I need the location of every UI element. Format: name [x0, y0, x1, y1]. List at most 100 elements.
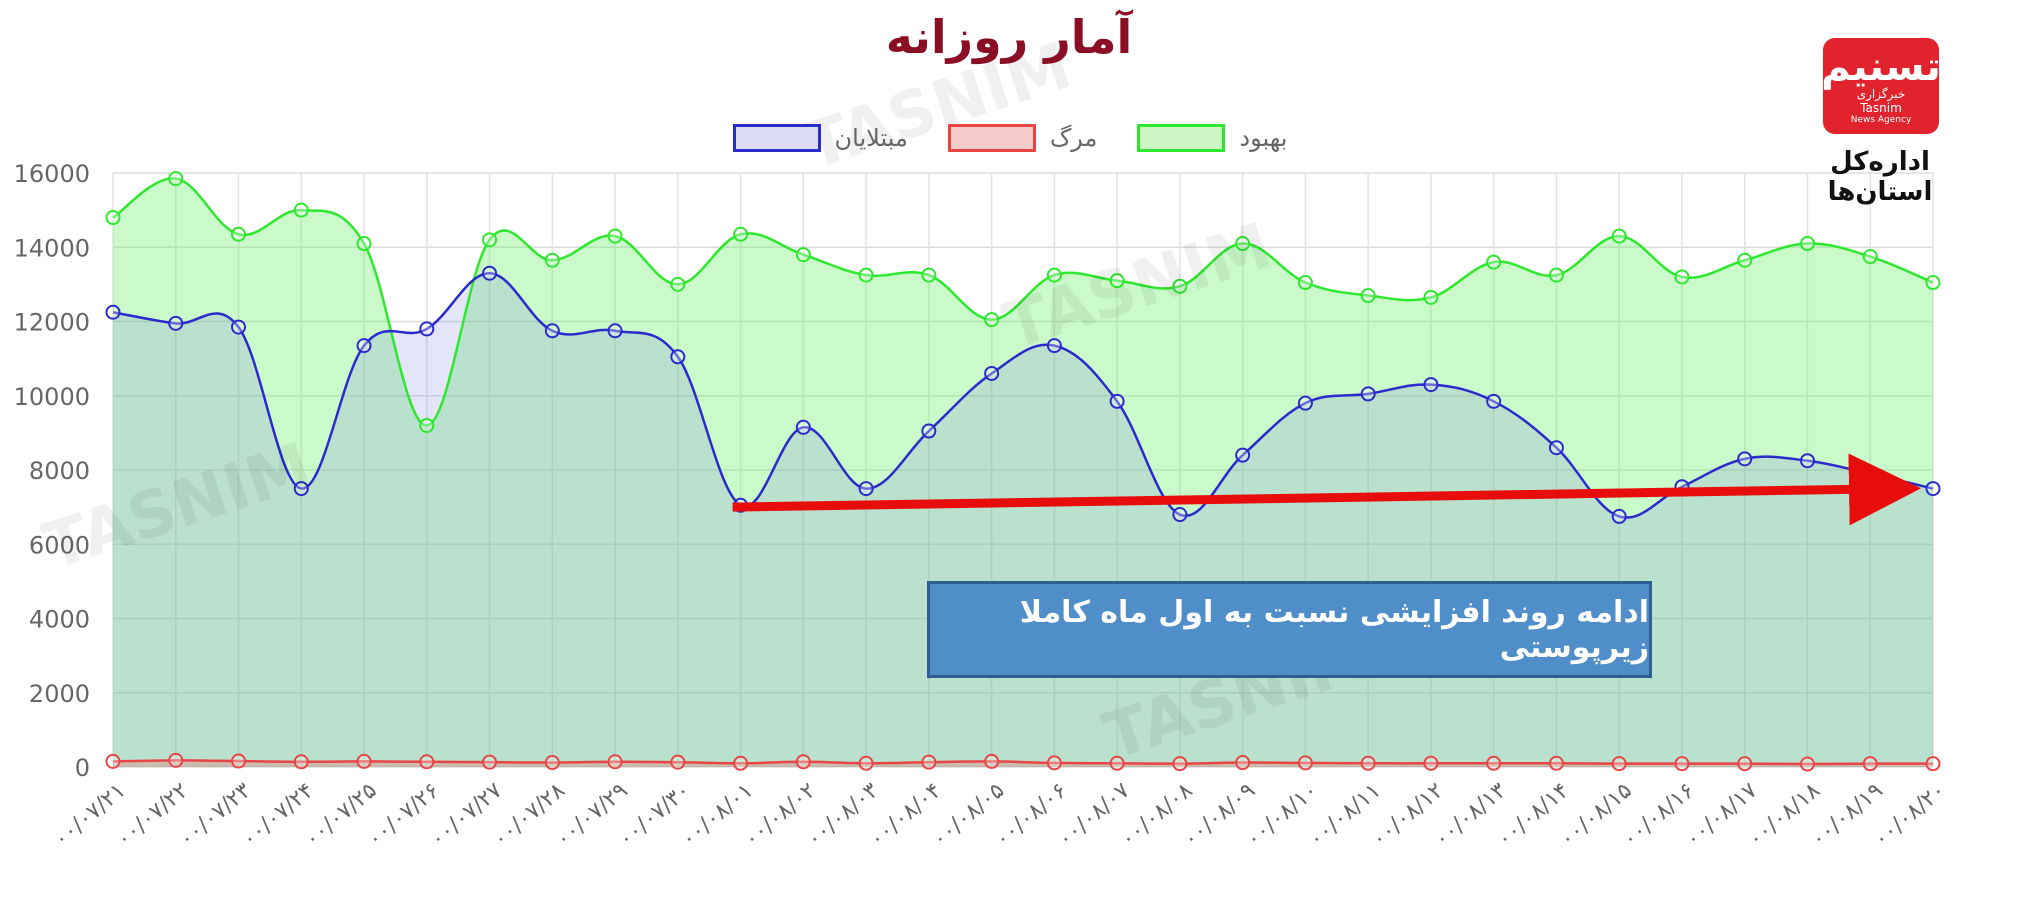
- y-tick-label: 10000: [14, 383, 90, 411]
- series-deaths-point: [1486, 755, 1502, 771]
- chart-title: آمار روزانه: [885, 10, 1133, 64]
- series-deaths-point: [231, 753, 247, 769]
- series-recovered-point: [984, 312, 1000, 328]
- series-infected-point: [921, 423, 937, 439]
- y-tick-label: 2000: [29, 680, 90, 708]
- series-recovered-point: [1109, 273, 1125, 289]
- logo-name-en: Tasnim: [1860, 100, 1902, 115]
- legend-label: بهبود: [1239, 124, 1288, 152]
- series-infected-point: [544, 323, 560, 339]
- series-deaths-point: [733, 755, 749, 771]
- series-recovered-point: [419, 417, 435, 433]
- series-deaths-point: [105, 753, 121, 769]
- series-recovered-point: [1862, 249, 1878, 265]
- series-recovered-point: [1046, 267, 1062, 283]
- series-infected-point: [231, 319, 247, 335]
- series-infected-point: [1297, 395, 1313, 411]
- series-recovered-line: [112, 177, 1934, 427]
- series-recovered-point: [858, 267, 874, 283]
- series-deaths-point: [544, 755, 560, 771]
- series-deaths-point: [168, 752, 184, 768]
- series-recovered-point: [356, 236, 372, 252]
- series-recovered-point: [670, 276, 686, 292]
- y-tick-label: 6000: [29, 531, 90, 559]
- series-recovered-point: [1235, 236, 1251, 252]
- series-deaths-point: [1611, 756, 1627, 772]
- legend-swatch: [1137, 124, 1226, 152]
- series-deaths-point: [795, 754, 811, 770]
- legend-item-deaths[interactable]: مرگ: [947, 124, 1098, 152]
- series-recovered-point: [733, 226, 749, 242]
- series-recovered-point: [231, 226, 247, 242]
- series-deaths-point: [984, 753, 1000, 769]
- series-deaths-point: [1423, 755, 1439, 771]
- y-tick-label: 0: [75, 754, 90, 782]
- series-deaths-area: [113, 760, 1933, 767]
- series-recovered-point: [1172, 278, 1188, 294]
- series-infected-point: [1925, 481, 1941, 497]
- series-recovered-point: [1611, 228, 1627, 244]
- series-infected-point: [1360, 386, 1376, 402]
- legend-item-infected[interactable]: مبتلایان: [732, 124, 908, 152]
- series-deaths-point: [607, 754, 623, 770]
- series-recovered-point: [1925, 275, 1941, 291]
- series-deaths-point: [482, 754, 498, 770]
- series-infected-point: [293, 481, 309, 497]
- series-deaths-point: [1548, 755, 1564, 771]
- annotation-box: ادامه روند افزایشی نسبت به اول ماه کاملا…: [927, 581, 1652, 678]
- series-deaths-point: [1674, 756, 1690, 772]
- series-infected-point: [1611, 508, 1627, 524]
- series-infected-point: [858, 481, 874, 497]
- series-infected-point: [1862, 466, 1878, 482]
- series-recovered-point: [293, 202, 309, 218]
- annotation-text: ادامه روند افزایشی نسبت به اول ماه کاملا…: [1019, 594, 1649, 665]
- trend-arrow: [732, 453, 1921, 526]
- series-deaths-point: [1109, 755, 1125, 771]
- x-axis-ticks: ۰۰/۰۷/۲۱۰۰/۰۷/۲۲۰۰/۰۷/۲۳۰۰/۰۷/۲۴۰۰/۰۷/۲۵…: [49, 778, 1951, 852]
- series-infected-point: [984, 365, 1000, 381]
- series-deaths-point: [858, 755, 874, 771]
- chart-areas: [113, 178, 1933, 767]
- series-recovered-point: [921, 267, 937, 283]
- series-recovered-point: [1486, 254, 1502, 270]
- logo-mark: تسنیم: [1821, 43, 1941, 90]
- y-tick-label: 12000: [14, 309, 90, 337]
- series-infected-point: [1548, 440, 1564, 456]
- series-deaths-point: [356, 753, 372, 769]
- legend-swatch: [947, 124, 1036, 152]
- series-infected-point: [1486, 393, 1502, 409]
- series-infected-point: [670, 349, 686, 365]
- series-infected-point: [607, 323, 623, 339]
- legend-label: مبتلایان: [834, 124, 908, 152]
- series-infected-point: [168, 315, 184, 331]
- series-infected-point: [105, 304, 121, 320]
- legend-item-recovered[interactable]: بهبود: [1137, 124, 1287, 152]
- series-deaths-point: [293, 754, 309, 770]
- series-recovered-point: [168, 171, 184, 187]
- series-deaths-point: [1297, 755, 1313, 771]
- series-deaths-point: [1046, 755, 1062, 771]
- series-deaths-point: [1360, 755, 1376, 771]
- series-infected-point: [1423, 377, 1439, 393]
- logo-caption: اداره‌کل استان‌ها: [1827, 147, 1933, 207]
- series-infected-point: [419, 321, 435, 337]
- y-tick-label: 14000: [14, 234, 90, 262]
- series-deaths-point: [921, 754, 937, 770]
- series-deaths-point: [1799, 756, 1815, 772]
- series-infected-point: [795, 419, 811, 435]
- series-infected-point: [1172, 507, 1188, 523]
- series-recovered-point: [1548, 267, 1564, 283]
- series-deaths-point: [1862, 756, 1878, 772]
- series-infected-point: [482, 265, 498, 281]
- series-infected-point: [1109, 393, 1125, 409]
- series-recovered-point: [1297, 275, 1313, 291]
- series-deaths-point: [1925, 756, 1941, 772]
- logo-tagline: News Agency: [1850, 114, 1912, 125]
- series-recovered-point: [1423, 289, 1439, 305]
- series-deaths-point: [1737, 756, 1753, 772]
- series-recovered-point: [1674, 269, 1690, 285]
- series-deaths-point: [1235, 755, 1251, 771]
- series-recovered-point: [1360, 288, 1376, 304]
- y-tick-label: 8000: [29, 457, 90, 485]
- legend-label: مرگ: [1049, 124, 1098, 152]
